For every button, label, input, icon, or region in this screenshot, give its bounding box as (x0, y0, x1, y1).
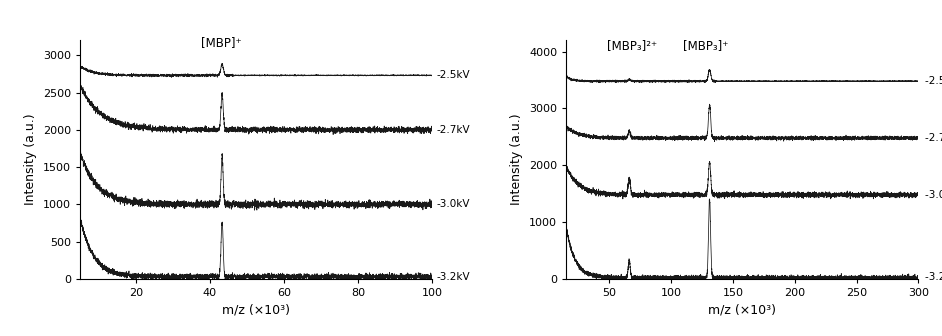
Text: [MBP]⁺: [MBP]⁺ (201, 36, 241, 49)
Y-axis label: Intensity (a.u.): Intensity (a.u.) (24, 114, 38, 205)
Text: -3.2 kV: -3.2 kV (925, 272, 942, 282)
Text: -3.2kV: -3.2kV (436, 271, 470, 282)
Text: -3.0kV: -3.0kV (436, 199, 469, 209)
Y-axis label: Intensity (a.u.): Intensity (a.u.) (511, 114, 524, 205)
Text: -2.5 kV: -2.5 kV (925, 76, 942, 86)
Text: -2.7kV: -2.7kV (436, 125, 470, 135)
Text: [MBP₃]²⁺: [MBP₃]²⁺ (607, 39, 657, 52)
Text: [MBP₃]⁺: [MBP₃]⁺ (683, 39, 728, 52)
X-axis label: m/z (×10³): m/z (×10³) (708, 303, 776, 317)
Text: -3.0 kV: -3.0 kV (925, 190, 942, 200)
X-axis label: m/z (×10³): m/z (×10³) (222, 303, 290, 317)
Text: -2.7 kV: -2.7 kV (925, 133, 942, 143)
Text: -2.5kV: -2.5kV (436, 70, 470, 80)
